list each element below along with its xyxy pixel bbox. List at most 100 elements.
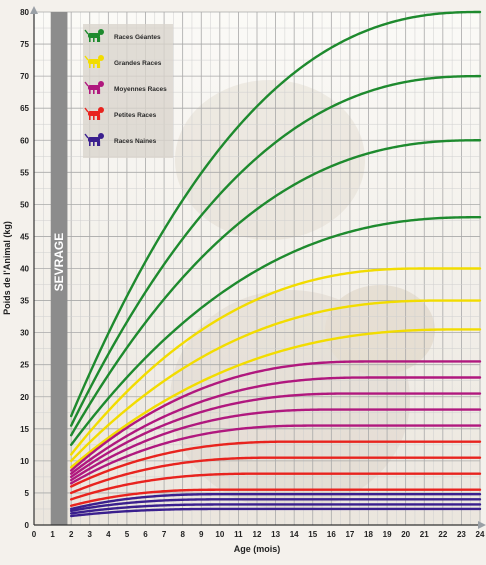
growth-curve — [69, 493, 482, 511]
x-tick-label: 14 — [290, 530, 299, 539]
x-tick-label: 22 — [438, 530, 447, 539]
y-tick-label: 75 — [20, 40, 29, 49]
growth-curve — [69, 376, 482, 475]
dog-leg — [93, 115, 95, 120]
x-tick-label: 11 — [234, 530, 243, 539]
dog-leg — [93, 89, 95, 94]
x-tick-label: 24 — [476, 530, 485, 539]
dog-leg — [97, 89, 99, 94]
dog-body — [88, 111, 100, 116]
growth-curve — [69, 299, 482, 463]
legend-item: Petites Races — [84, 107, 157, 120]
dog-tail — [84, 81, 89, 87]
x-tick-label: 6 — [143, 530, 148, 539]
growth-curve — [69, 216, 482, 447]
x-tick-label: 21 — [420, 530, 429, 539]
dog-leg — [93, 37, 95, 42]
dog-icon — [84, 81, 104, 94]
growth-curve — [69, 74, 482, 427]
x-tick-label: 20 — [401, 530, 410, 539]
x-axis-label: Age (mois) — [234, 544, 281, 554]
x-tick-label: 18 — [364, 530, 373, 539]
growth-curve — [69, 503, 482, 515]
y-tick-label: 60 — [20, 136, 29, 145]
dog-head — [98, 107, 104, 113]
y-tick-label: 30 — [20, 329, 29, 338]
growth-curve — [69, 498, 482, 513]
x-tick-label: 16 — [327, 530, 336, 539]
y-tick-label: 35 — [20, 297, 29, 306]
growth-curve — [69, 472, 482, 501]
dog-leg — [89, 89, 91, 94]
dog-leg — [98, 141, 101, 146]
growth-curve — [69, 456, 482, 495]
y-tick-label: 10 — [20, 457, 29, 466]
growth-curve — [69, 488, 482, 507]
x-tick-label: 23 — [457, 530, 466, 539]
dog-leg — [97, 115, 99, 120]
x-tick-label: 0 — [32, 530, 37, 539]
y-tick-label: 70 — [20, 72, 29, 81]
dog-body — [88, 59, 100, 64]
dog-leg — [89, 141, 91, 146]
legend-label: Grandes Races — [114, 60, 162, 67]
dog-leg — [97, 141, 99, 146]
legend-item: Grandes Races — [84, 55, 162, 68]
dog-icon — [84, 29, 104, 42]
x-tick-label: 12 — [253, 530, 262, 539]
y-tick-label: 5 — [25, 489, 30, 498]
dog-tail — [84, 133, 89, 139]
legend-item: Moyennes Races — [84, 81, 167, 94]
growth-curve — [69, 440, 482, 488]
y-tick-label: 0 — [25, 521, 30, 530]
x-tick-label: 15 — [308, 530, 317, 539]
dog-body — [88, 33, 100, 38]
tick-labels: 0 1 2 3 4 5 6 7 8 9 10 11 12 13 14 15 16 17 18 19 20 21 22 23 24… — [20, 8, 485, 539]
x-tick-label: 19 — [383, 530, 392, 539]
legend-label: Petites Races — [114, 112, 157, 119]
y-tick-label: 50 — [20, 200, 29, 209]
growth-curve — [69, 267, 482, 456]
legend-item: Races Géantes — [84, 29, 161, 42]
x-tick-label: 2 — [69, 530, 74, 539]
growth-curve — [69, 328, 482, 469]
dog-leg — [98, 89, 101, 94]
x-tick-label: 7 — [162, 530, 167, 539]
x-tick-label: 13 — [271, 530, 280, 539]
x-tick-label: 4 — [106, 530, 111, 539]
legend-label: Races Géantes — [114, 34, 161, 41]
x-axis-arrow — [478, 521, 486, 529]
dog-leg — [98, 63, 101, 68]
dog-body — [88, 85, 100, 90]
dog-icon — [84, 55, 104, 68]
axes — [30, 6, 486, 529]
x-tick-label: 3 — [88, 530, 93, 539]
y-tick-label: 40 — [20, 265, 29, 274]
x-tick-label: 17 — [345, 530, 354, 539]
y-tick-label: 25 — [20, 361, 29, 370]
dog-head — [98, 81, 104, 87]
dog-leg — [89, 115, 91, 120]
weaning-label: SEVRAGE — [52, 233, 66, 292]
dog-head — [98, 29, 104, 35]
x-tick-label: 9 — [199, 530, 204, 539]
y-axis-arrow — [30, 6, 38, 14]
y-tick-label: 20 — [20, 393, 29, 402]
growth-curve — [69, 408, 482, 482]
dog-tail — [84, 55, 89, 61]
legend-label: Moyennes Races — [114, 86, 167, 93]
series-layer — [69, 10, 482, 518]
dog-leg — [89, 37, 91, 42]
dog-leg — [98, 37, 101, 42]
legend-item: Races Naines — [84, 133, 157, 146]
growth-curve — [69, 507, 482, 518]
x-tick-label: 5 — [125, 530, 130, 539]
dog-icon — [84, 133, 104, 146]
growth-curve — [69, 10, 482, 418]
x-tick-label: 10 — [215, 530, 224, 539]
dog-body — [88, 137, 100, 142]
growth-curve — [69, 360, 482, 472]
dog-leg — [98, 115, 101, 120]
